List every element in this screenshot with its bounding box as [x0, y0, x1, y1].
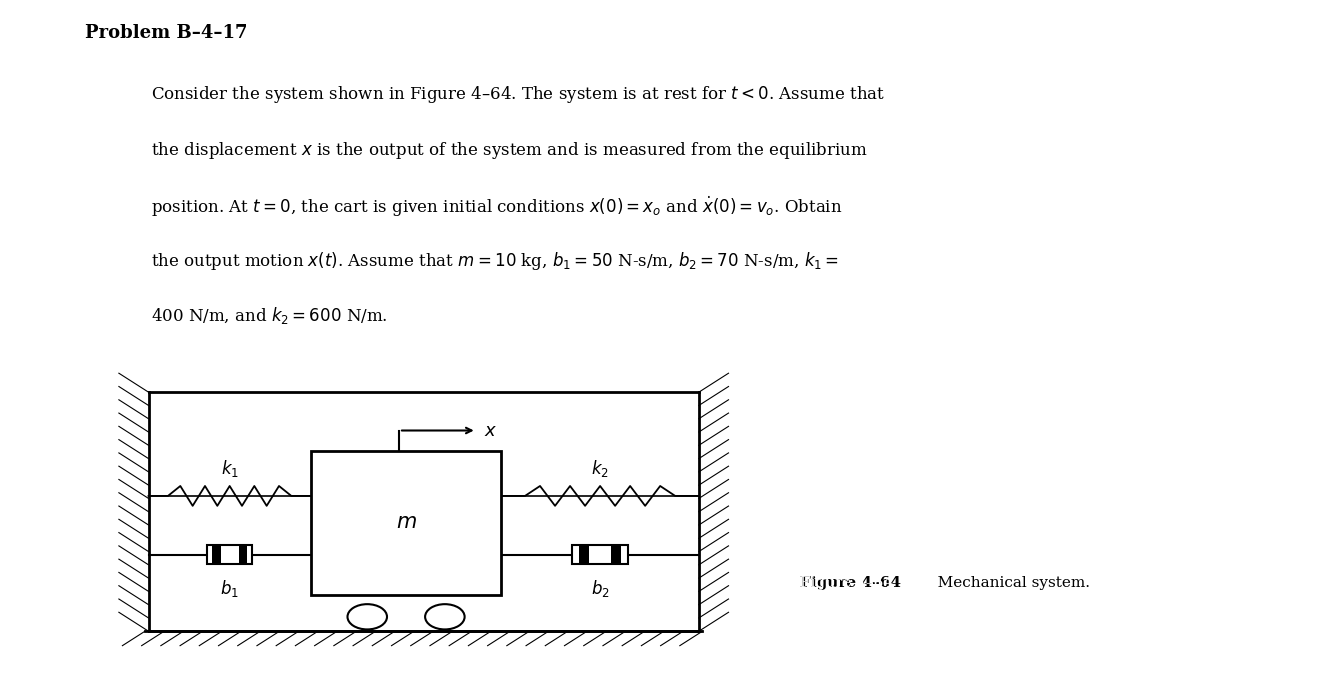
Text: $k_1$: $k_1$ [220, 458, 239, 479]
Bar [239, 547, 247, 563]
Text: 400 N/m, and $k_2 = 600$ N/m.: 400 N/m, and $k_2 = 600$ N/m. [151, 305, 387, 326]
Text: position. At $t = 0$, the cart is given initial conditions $x(0) = x_o$ and $\do: position. At $t = 0$, the cart is given … [151, 195, 841, 219]
Text: $k_2$: $k_2$ [591, 458, 609, 479]
Text: $b_1$: $b_1$ [220, 578, 239, 599]
Bar [579, 547, 589, 563]
Text: $m$: $m$ [395, 514, 417, 532]
Bar [212, 547, 220, 563]
Text: Figure 4–64   Mechanical system.: Figure 4–64 Mechanical system. [800, 576, 1060, 590]
Bar [207, 545, 253, 564]
Text: Consider the system shown in Figure 4–64. The system is at rest for $t < 0$. Ass: Consider the system shown in Figure 4–64… [151, 84, 884, 105]
Bar [612, 547, 621, 563]
Bar [110, 392, 149, 632]
Bar [699, 392, 738, 632]
Text: the displacement $x$ is the output of the system and is measured from the equili: the displacement $x$ is the output of th… [151, 140, 867, 160]
Text: $b_2$: $b_2$ [591, 578, 609, 599]
Bar [573, 545, 628, 564]
Text: Problem B–4–17: Problem B–4–17 [85, 24, 247, 42]
Text: Figure 4–64: Figure 4–64 [800, 576, 900, 590]
Text: the output motion $x(t)$. Assume that $m = 10$ kg, $b_1 = 50$ N-s/m, $b_2 = 70$ : the output motion $x(t)$. Assume that $m… [151, 250, 839, 272]
Text: $x$: $x$ [484, 421, 497, 439]
Text: Mechanical system.: Mechanical system. [923, 576, 1090, 590]
Bar [310, 451, 501, 595]
